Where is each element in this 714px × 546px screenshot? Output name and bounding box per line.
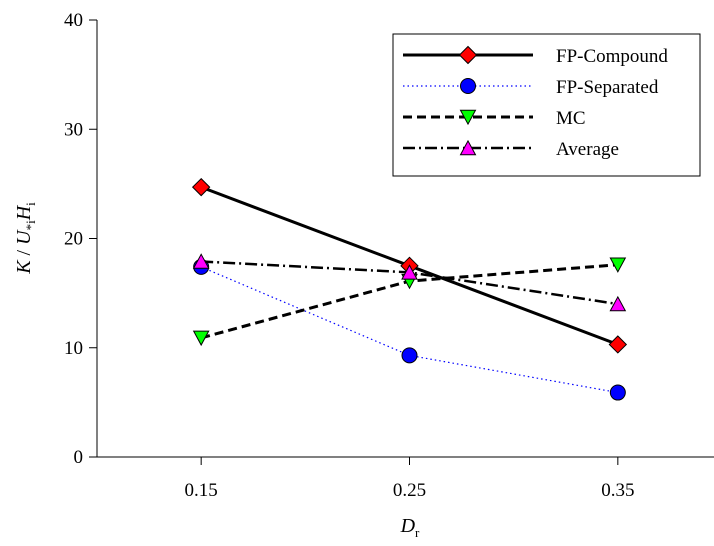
legend-marker — [459, 139, 477, 156]
y-tick-label: 10 — [64, 338, 83, 359]
data-point-fp-compound — [191, 177, 211, 197]
data-point-mc — [192, 330, 210, 347]
legend-box — [392, 33, 701, 177]
legend-label: MC — [556, 108, 586, 129]
legend: FP-Compound FP-Separated MC Average — [392, 33, 701, 177]
y-tick-label: 20 — [64, 229, 83, 250]
x-axis-label: Dr — [400, 515, 420, 540]
legend-item-average: Average — [403, 139, 619, 160]
legend-marker — [460, 78, 476, 94]
y-tick-label: 30 — [64, 119, 83, 140]
legend-item-fp-separated: FP-Separated — [403, 77, 659, 98]
legend-item-fp-compound: FP-Compound — [403, 45, 668, 67]
legend-marker — [459, 109, 477, 126]
data-point-average — [401, 264, 418, 280]
data-point-average — [609, 295, 627, 312]
series-average — [192, 253, 627, 312]
y-tick-label: 0 — [74, 447, 84, 468]
data-point-average — [192, 253, 210, 269]
series-layer — [191, 177, 628, 401]
x-tick-label: 0.15 — [185, 480, 218, 501]
x-tick-label: 0.35 — [601, 480, 634, 501]
data-point-fp-compound — [608, 335, 628, 354]
x-tick-label: 0.25 — [393, 480, 426, 501]
legend-label: Average — [556, 139, 619, 160]
legend-label: FP-Separated — [556, 77, 659, 98]
y-axis: 0 10 20 30 40 — [64, 10, 97, 468]
x-axis: 0.15 0.25 0.35 — [185, 457, 634, 501]
data-point-mc — [609, 257, 627, 273]
legend-item-mc: MC — [403, 108, 586, 129]
y-tick-label: 40 — [64, 10, 83, 31]
data-point-fp-separated — [609, 384, 626, 401]
data-point-fp-separated — [401, 347, 418, 364]
legend-marker — [458, 45, 478, 65]
y-axis-label: K / U*iHi — [13, 202, 38, 275]
legend-label: FP-Compound — [556, 46, 668, 67]
